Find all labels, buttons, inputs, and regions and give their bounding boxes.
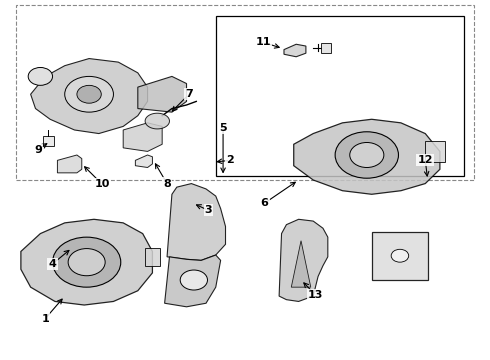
Polygon shape (294, 119, 440, 194)
FancyBboxPatch shape (321, 43, 331, 53)
Text: 4: 4 (49, 259, 56, 269)
Text: 3: 3 (205, 205, 212, 215)
Circle shape (180, 270, 207, 290)
Text: 2: 2 (226, 156, 234, 165)
Polygon shape (284, 44, 306, 57)
Polygon shape (138, 76, 187, 112)
Text: 10: 10 (95, 179, 110, 189)
Polygon shape (21, 219, 152, 305)
Circle shape (77, 85, 101, 103)
Text: 9: 9 (34, 145, 42, 155)
Text: 11: 11 (256, 37, 271, 48)
Circle shape (350, 143, 384, 167)
Polygon shape (167, 184, 225, 260)
Polygon shape (57, 155, 82, 173)
Text: 8: 8 (163, 179, 171, 189)
FancyBboxPatch shape (145, 248, 160, 266)
Text: 12: 12 (417, 156, 433, 165)
Polygon shape (165, 255, 220, 307)
FancyBboxPatch shape (43, 136, 53, 146)
Circle shape (68, 249, 105, 276)
Text: 13: 13 (308, 290, 323, 300)
Circle shape (52, 237, 121, 287)
Circle shape (28, 67, 52, 85)
Circle shape (391, 249, 409, 262)
Polygon shape (30, 59, 147, 134)
Text: 1: 1 (41, 314, 49, 324)
FancyBboxPatch shape (425, 141, 445, 162)
Polygon shape (123, 123, 162, 152)
FancyBboxPatch shape (372, 232, 428, 280)
Polygon shape (279, 219, 328, 301)
Polygon shape (135, 155, 152, 167)
Text: 7: 7 (185, 89, 193, 99)
Text: 5: 5 (219, 123, 227, 133)
Circle shape (335, 132, 398, 178)
Circle shape (65, 76, 114, 112)
Text: 6: 6 (261, 198, 269, 208)
Polygon shape (291, 241, 311, 287)
Polygon shape (145, 113, 170, 129)
